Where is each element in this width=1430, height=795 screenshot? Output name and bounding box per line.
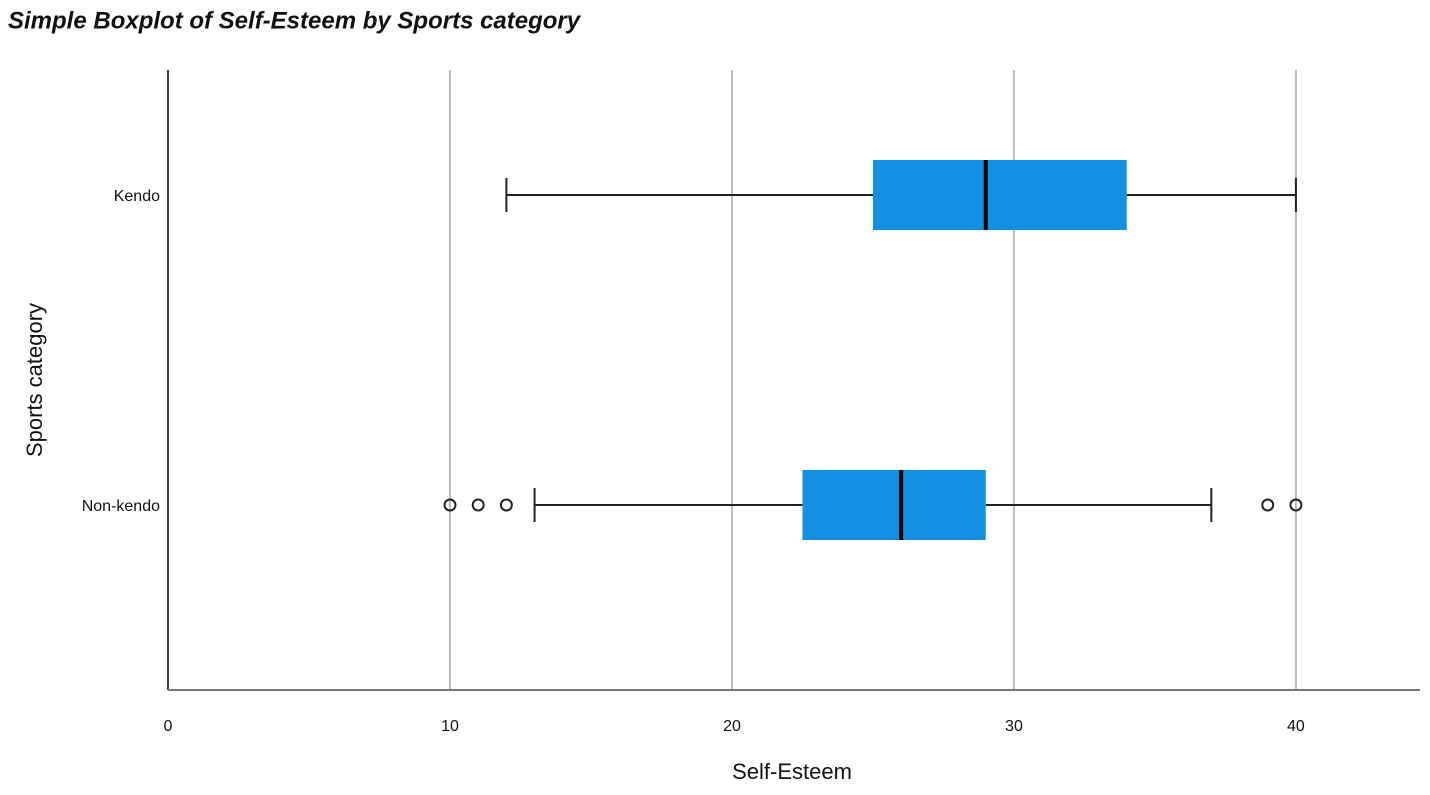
outlier (1289, 498, 1303, 512)
outlier (499, 498, 513, 512)
y-tick-label: Kendo (114, 188, 160, 205)
outlier (1261, 498, 1275, 512)
y-tick-label: Non-kendo (82, 498, 160, 515)
outlier (443, 498, 457, 512)
y-axis-title: Sports category (22, 303, 47, 457)
box (802, 470, 986, 540)
x-tick-label: 20 (723, 718, 741, 735)
box (872, 160, 1127, 230)
x-tick-label: 10 (441, 718, 459, 735)
x-tick-label: 0 (164, 718, 173, 735)
chart-title: Simple Boxplot of Self-Esteem by Sports … (8, 7, 582, 34)
outlier (471, 498, 485, 512)
x-tick-label: 30 (1005, 718, 1023, 735)
x-tick-label: 40 (1287, 718, 1305, 735)
x-axis-title: Self-Esteem (732, 759, 852, 784)
